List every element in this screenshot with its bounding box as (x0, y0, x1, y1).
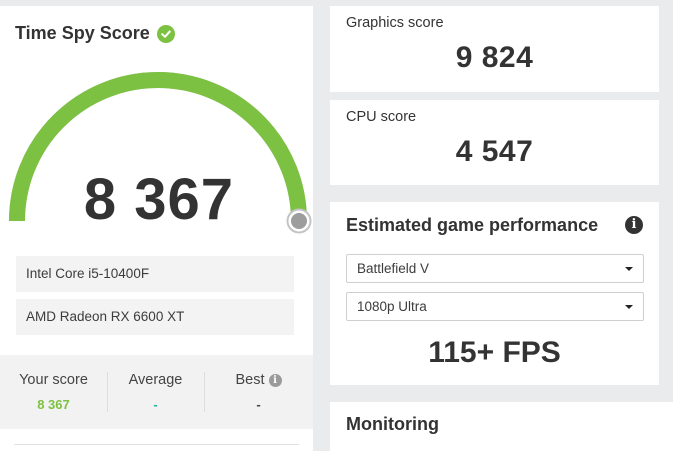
cpu-score-card: CPU score 4 547 (330, 100, 659, 185)
cpu-name: Intel Core i5-10400F (16, 256, 294, 292)
best-value: - (256, 397, 261, 412)
average-label: Average (128, 372, 183, 388)
info-icon[interactable]: i (625, 216, 643, 234)
game-select[interactable]: Battlefield V (346, 254, 644, 283)
graphics-score-card: Graphics score 9 824 (330, 6, 659, 92)
cpu-score-value: 4 547 (455, 135, 534, 168)
overall-score: 8 367 (83, 167, 235, 232)
game-performance-card: Estimated game performance i Battlefield… (330, 202, 659, 385)
gpu-name: AMD Radeon RX 6600 XT (16, 299, 294, 335)
best-stat: Best i - (204, 355, 313, 429)
score-comparison: Your score 8 367 Average - Best i - (0, 355, 313, 429)
score-title: Time Spy Score (15, 23, 150, 43)
estimated-fps: 115+ FPS (428, 336, 561, 369)
chevron-down-icon (625, 305, 633, 309)
best-info-icon[interactable]: i (268, 373, 282, 387)
divider (14, 444, 299, 445)
best-label: Best (235, 372, 265, 388)
score-title-row: Time Spy Score (15, 23, 175, 44)
stat-divider (107, 372, 108, 412)
average-stat: Average - (107, 355, 204, 429)
graphics-score-label: Graphics score (346, 15, 444, 31)
average-value: - (153, 397, 158, 412)
cpu-score-label: CPU score (346, 109, 417, 125)
chevron-down-icon (625, 267, 633, 271)
resolution-preset-select[interactable]: 1080p Ultra (346, 292, 644, 321)
stat-divider (204, 372, 205, 412)
score-gauge (9, 72, 312, 234)
check-icon (156, 24, 175, 43)
monitoring-title: Monitoring (346, 414, 439, 434)
your-score-value: 8 367 (37, 397, 70, 412)
graphics-score-value: 9 824 (455, 41, 534, 74)
gauge-arc (9, 72, 307, 222)
your-score-label: Your score (19, 372, 88, 388)
monitoring-card: Monitoring (330, 402, 673, 451)
score-card: Time Spy Score 8 367 Intel Core i5-10400… (0, 6, 313, 451)
game-select-value: Battlefield V (357, 261, 430, 276)
your-score-stat: Your score 8 367 (0, 355, 107, 429)
game-performance-title: Estimated game performance (346, 215, 599, 235)
preset-select-value: 1080p Ultra (357, 299, 427, 314)
